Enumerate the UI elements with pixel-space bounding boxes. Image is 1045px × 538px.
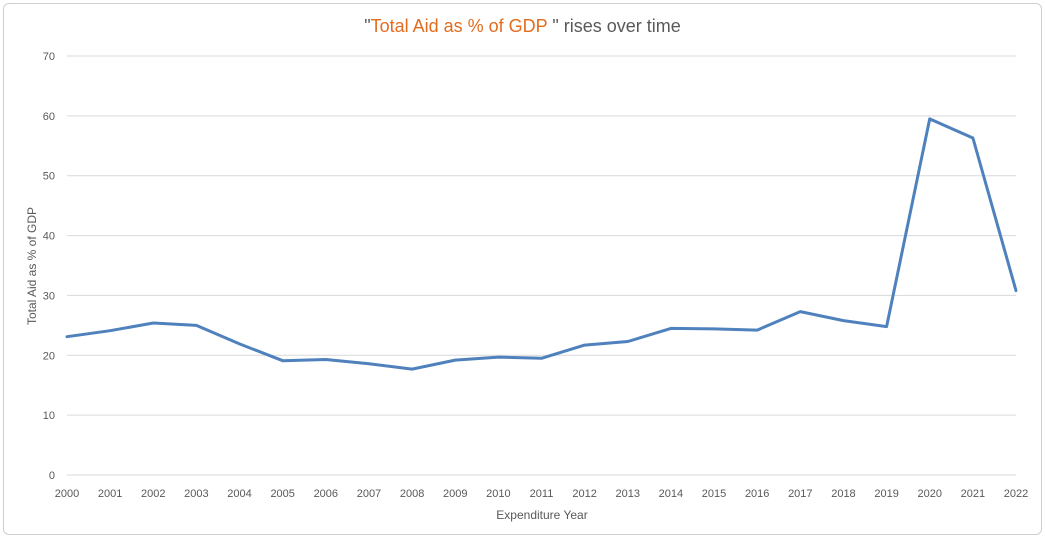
chart-title-rest: " rises over time <box>547 16 681 36</box>
x-tick-label: 2005 <box>270 488 294 500</box>
x-tick-label: 2000 <box>55 488 79 500</box>
y-axis-title: Total Aid as % of GDP <box>25 207 39 325</box>
series-group <box>65 117 1018 371</box>
x-axis-title: Expenditure Year <box>496 508 587 522</box>
x-tick-label: 2011 <box>530 488 554 500</box>
series-line <box>65 117 1018 371</box>
y-tick-label: 40 <box>43 231 55 243</box>
chart-title-quote-open: " <box>364 16 371 36</box>
y-tick-label: 30 <box>43 290 55 302</box>
chart-title: "Total Aid as % of GDP " rises over time <box>0 16 1045 37</box>
y-tick-label: 70 <box>43 51 55 63</box>
y-tick-label: 60 <box>43 111 55 123</box>
x-tick-label: 2018 <box>831 488 855 500</box>
x-tick-label: 2012 <box>572 488 596 500</box>
x-tick-label: 2016 <box>745 488 769 500</box>
x-tick-label: 2014 <box>659 488 683 500</box>
x-tick-label: 2020 <box>917 488 941 500</box>
y-tick-label: 10 <box>43 410 55 422</box>
x-tick-label: 2001 <box>98 488 122 500</box>
x-tick-label: 2003 <box>184 488 208 500</box>
x-tick-label: 2017 <box>788 488 812 500</box>
x-tick-label: 2021 <box>961 488 985 500</box>
y-tick-label: 50 <box>43 171 55 183</box>
y-tick-label: 0 <box>49 470 55 482</box>
x-tick-label: 2013 <box>616 488 640 500</box>
x-tick-label: 2007 <box>357 488 381 500</box>
x-tick-label: 2022 <box>1004 488 1028 500</box>
x-tick-label: 2002 <box>141 488 165 500</box>
x-tick-label: 2004 <box>227 488 251 500</box>
x-tick-label: 2019 <box>874 488 898 500</box>
gridlines <box>67 55 1016 476</box>
x-tick-label: 2008 <box>400 488 424 500</box>
chart-title-highlight: Total Aid as % of GDP <box>370 16 548 36</box>
y-tick-label: 20 <box>43 350 55 362</box>
x-tick-label: 2006 <box>314 488 338 500</box>
x-tick-label: 2015 <box>702 488 726 500</box>
x-axis-ticks: 2000 2001 2002 2003 2004 2005 2006 2007 2008 2009… <box>55 488 1028 500</box>
x-tick-label: 2010 <box>486 488 510 500</box>
y-axis-ticks: 0 10 20 30 40 50 60 70 <box>43 51 55 482</box>
chart-frame <box>3 3 1042 535</box>
x-tick-label: 2009 <box>443 488 467 500</box>
